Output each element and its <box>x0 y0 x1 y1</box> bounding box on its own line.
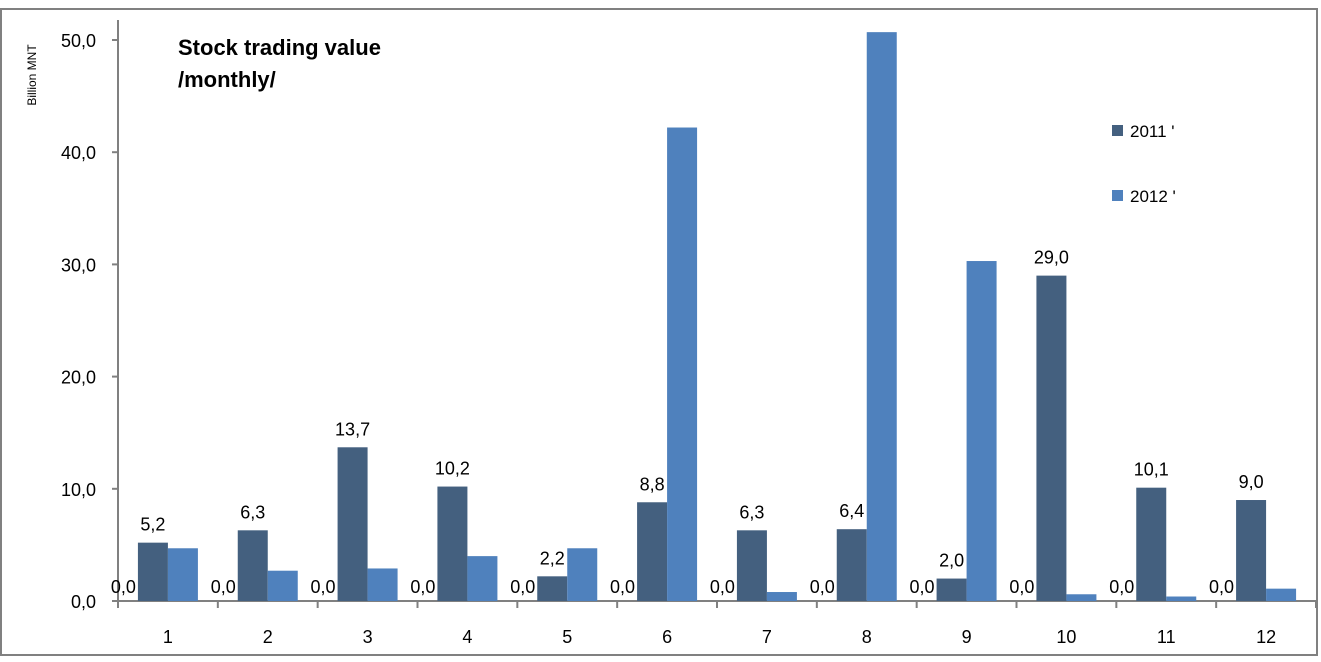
data-label-2011: 9,0 <box>1239 472 1264 492</box>
data-label-2012: 0,0 <box>1109 577 1134 597</box>
x-tick-label: 8 <box>862 627 872 647</box>
y-tick-label: 40,0 <box>61 143 96 163</box>
bar-2012 <box>866 32 897 602</box>
data-label-2011: 6,3 <box>240 502 265 522</box>
x-tick-label: 10 <box>1056 627 1076 647</box>
data-label-2012: 0,0 <box>710 577 735 597</box>
data-label-2011: 2,2 <box>540 548 565 568</box>
bar-2012 <box>167 548 198 601</box>
data-label-2011: 2,0 <box>939 551 964 571</box>
bar-2012 <box>966 261 997 601</box>
bar-2012 <box>667 127 698 602</box>
x-tick-label: 11 <box>1157 627 1176 647</box>
bar-2011 <box>936 578 967 601</box>
data-label-2012: 0,0 <box>510 577 535 597</box>
bars <box>137 32 1297 602</box>
data-label-2012: 0,0 <box>410 577 435 597</box>
data-label-2012: 0,0 <box>910 577 935 597</box>
bar-2011 <box>337 447 368 601</box>
legend-swatch-2011 <box>1112 125 1123 136</box>
x-tick-label: 6 <box>662 627 672 647</box>
bar-2011 <box>1236 500 1267 601</box>
bar-2011 <box>137 542 168 601</box>
bar-2011 <box>736 530 767 601</box>
data-label-2011: 8,8 <box>640 474 665 494</box>
y-tick-label: 10,0 <box>61 480 96 500</box>
bar-2011 <box>237 530 268 601</box>
data-label-2012: 0,0 <box>111 577 136 597</box>
chart-title: Stock trading value <box>178 35 381 60</box>
data-label-2011: 10,2 <box>435 459 470 479</box>
chart-subtitle: /monthly/ <box>178 67 276 92</box>
data-label-2011: 5,2 <box>140 515 165 535</box>
data-label-2011: 29,0 <box>1034 248 1069 268</box>
legend: 2011 ' 2012 ' <box>1112 122 1176 206</box>
data-label-2011: 6,3 <box>739 502 764 522</box>
y-axis-label: Billion MNT <box>25 44 39 106</box>
bar-2012 <box>1166 596 1197 601</box>
y-tick-label: 0,0 <box>71 592 96 612</box>
bar-2011 <box>1136 487 1167 601</box>
bar-2011 <box>537 576 568 601</box>
bar-2012 <box>1066 594 1097 601</box>
x-tick-label: 9 <box>962 627 972 647</box>
bar-2011 <box>836 529 867 601</box>
bar-2012 <box>267 570 298 601</box>
x-tick-label: 1 <box>163 627 173 647</box>
x-tick-label: 5 <box>562 627 572 647</box>
bar-2011 <box>637 502 668 601</box>
data-labels: 5,20,06,30,013,70,010,20,02,20,08,80,06,… <box>111 248 1264 597</box>
bar-2012 <box>1266 588 1297 601</box>
y-tick-label: 30,0 <box>61 255 96 275</box>
data-label-2012: 0,0 <box>610 577 635 597</box>
x-tick-label: 7 <box>762 627 772 647</box>
bar-2012 <box>467 556 498 601</box>
bar-2011 <box>437 486 468 601</box>
data-label-2011: 10,1 <box>1134 460 1169 480</box>
y-tick-label: 20,0 <box>61 368 96 388</box>
data-label-2011: 13,7 <box>335 419 370 439</box>
data-label-2012: 0,0 <box>1009 577 1034 597</box>
x-tick-label: 4 <box>462 627 472 647</box>
legend-label-2012: 2012 ' <box>1130 187 1176 206</box>
legend-swatch-2012 <box>1112 190 1123 201</box>
data-label-2012: 0,0 <box>211 577 236 597</box>
x-tick-label: 2 <box>263 627 273 647</box>
data-label-2011: 6,4 <box>839 501 864 521</box>
y-tick-label: 50,0 <box>61 31 96 51</box>
bar-2012 <box>567 548 598 601</box>
legend-label-2011: 2011 ' <box>1130 122 1175 141</box>
x-tick-label: 3 <box>363 627 373 647</box>
x-tick-label: 12 <box>1256 627 1276 647</box>
data-label-2012: 0,0 <box>810 577 835 597</box>
axes: 0,010,020,030,040,050,01 2 3 4 5 6 7 8 9 10 11 12 <box>61 20 1317 647</box>
bar-2011 <box>1036 275 1067 601</box>
bar-2012 <box>367 568 398 601</box>
data-label-2012: 0,0 <box>311 577 336 597</box>
bar-2012 <box>766 592 797 601</box>
data-label-2012: 0,0 <box>1209 577 1234 597</box>
